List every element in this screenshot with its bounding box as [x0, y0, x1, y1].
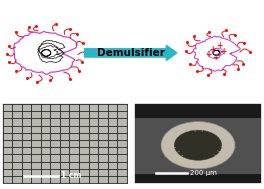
Text: +: + [216, 41, 222, 50]
Bar [135, 174, 261, 183]
Text: +: + [205, 50, 212, 59]
Text: +: + [209, 45, 216, 54]
Text: 1 cm: 1 cm [61, 171, 81, 180]
Text: 200 μm: 200 μm [190, 170, 217, 176]
Text: +: + [220, 46, 226, 56]
Text: Demulsifier: Demulsifier [97, 48, 165, 58]
Text: +: + [212, 53, 218, 62]
Bar [3, 104, 127, 183]
Ellipse shape [174, 130, 222, 160]
Polygon shape [84, 45, 177, 60]
Ellipse shape [161, 122, 235, 169]
Bar [135, 104, 261, 183]
Bar [135, 104, 261, 118]
